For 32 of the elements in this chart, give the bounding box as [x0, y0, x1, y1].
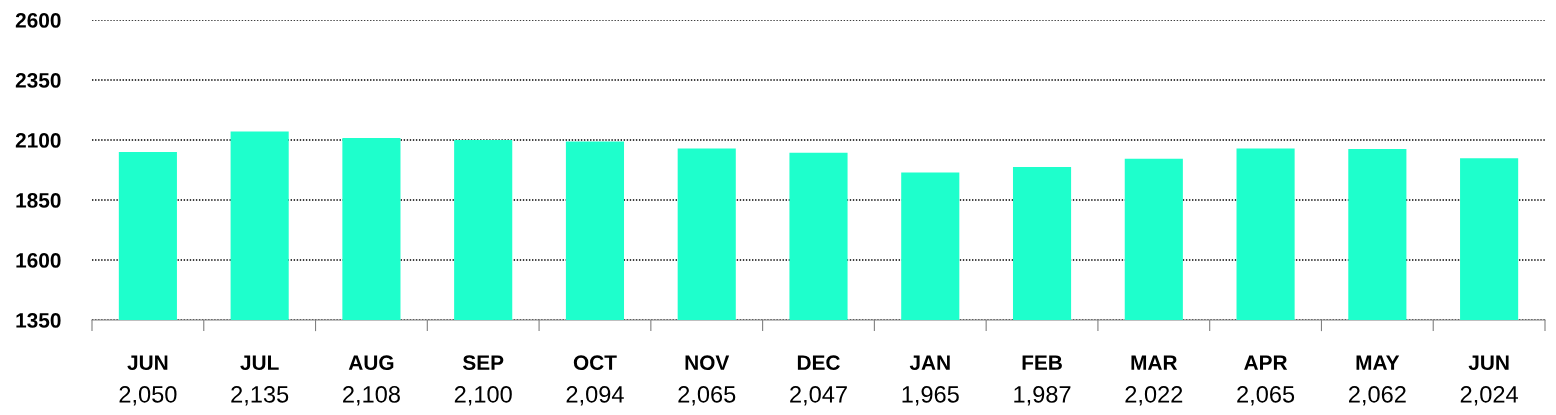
data-label: 2,065 [678, 386, 736, 406]
x-tick-label: SEP [462, 355, 504, 371]
x-tick-label: OCT [573, 355, 617, 371]
y-tick-label: 2600 [15, 13, 61, 28]
data-label: 2,050 [119, 386, 177, 406]
x-tick-label: MAR [1131, 355, 1178, 370]
data-label: 2,024 [1460, 386, 1518, 406]
y-tick-label: 1850 [16, 193, 61, 208]
x-tick-label: FEB [1022, 355, 1062, 370]
x-tick-label: AUG [348, 355, 394, 371]
y-tick-label: 1350 [16, 313, 61, 328]
x-tick-label: MAY [1356, 355, 1400, 370]
data-label: 2,094 [566, 386, 624, 406]
data-label: 2,100 [454, 386, 512, 406]
data-label: 2,062 [1348, 386, 1406, 406]
data-label: 2,135 [231, 386, 289, 406]
x-tick-label: JUN [127, 355, 168, 371]
data-label: 2,047 [790, 386, 847, 406]
x-tick-label: JAN [909, 355, 950, 371]
y-tick-label: 1600 [16, 253, 61, 268]
y-tick-label: 2100 [15, 133, 61, 148]
x-tick-label: APR [1244, 355, 1288, 370]
y-tick-label: 2350 [15, 73, 61, 88]
data-label: 1,965 [902, 386, 959, 406]
data-label: 2,065 [1237, 386, 1295, 406]
x-tick-label: DEC [797, 355, 840, 371]
data-label: 1,987 [1014, 386, 1071, 406]
x-tick-label: JUN [1468, 355, 1509, 371]
x-tick-label: JUL [240, 355, 279, 371]
x-tick-label: NOV [685, 355, 730, 371]
data-label: 2,022 [1125, 386, 1183, 406]
data-label: 2,108 [343, 386, 400, 406]
